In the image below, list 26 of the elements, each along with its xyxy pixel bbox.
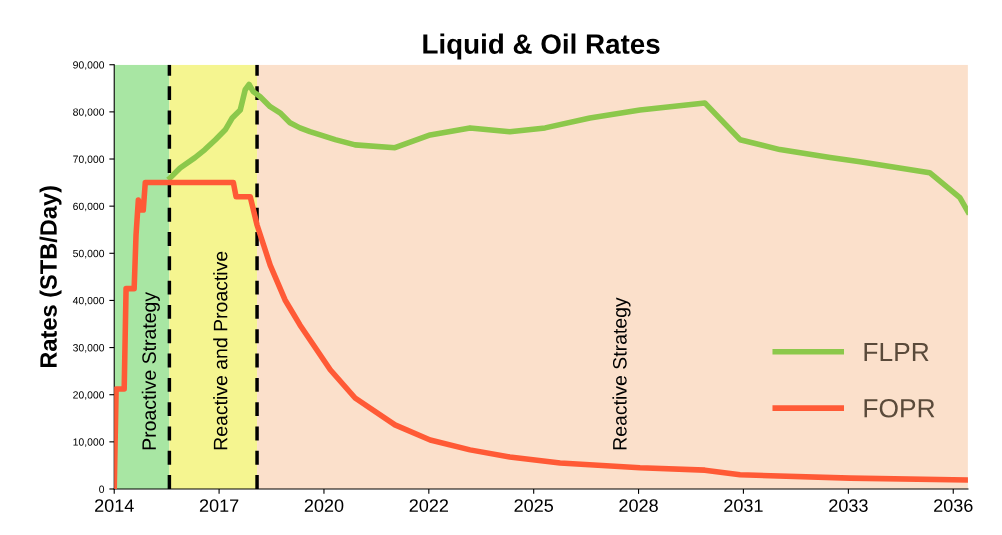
x-tick-label: 2022 [409,499,448,512]
x-tick-label: 2036 [934,499,973,512]
x-tick-label: 2020 [304,499,344,512]
y-tick-label: 30,000 [73,344,105,353]
y-tick-label: 50,000 [73,249,105,259]
band-label: Proactive Strategy [141,291,160,450]
y-tick-label: 40,000 [72,296,105,306]
y-tick-label: 80,000 [73,108,105,117]
x-tick-label: 2028 [619,499,658,512]
y-tick-label: 70,000 [73,155,105,165]
y-tick-label: 90,000 [73,61,105,70]
legend-label: FLPR [864,342,929,362]
legend-label: FOPR [864,398,935,418]
y-tick-label: 10,000 [73,438,105,447]
x-tick-label: 2025 [514,499,554,512]
x-tick-label: 2014 [95,499,134,512]
x-tick-label: 2031 [724,499,763,512]
chart-title: Liquid & Oil Rates [423,33,660,60]
y-axis-title: Rates (STB/Day) [39,186,62,368]
band-label: Reactive and Proactive [213,251,228,450]
y-tick-label: 20,000 [73,391,105,400]
x-tick-label: 2017 [199,499,239,512]
y-tick-label: 0 [99,485,105,493]
x-tick-label: 2033 [829,499,868,512]
band-label: Reactive Strategy [612,297,631,450]
y-tick-label: 60,000 [73,202,105,212]
